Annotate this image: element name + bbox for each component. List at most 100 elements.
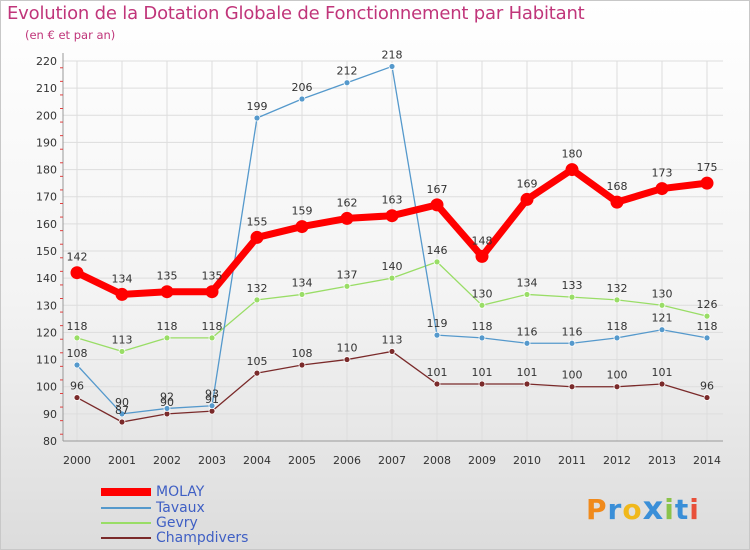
point-gevry <box>73 334 81 342</box>
x-tick-label: 2007 <box>378 454 406 467</box>
data-label-champdivers: 110 <box>337 342 358 355</box>
point-champdivers <box>73 394 81 401</box>
data-label-gevry: 113 <box>112 333 133 346</box>
legend-item-molay: MOLAY <box>101 484 204 500</box>
data-label-champdivers: 101 <box>652 366 673 379</box>
legend-swatch-champdivers <box>101 537 151 539</box>
x-tick-label: 2014 <box>693 454 721 467</box>
data-label-tavaux: 118 <box>607 320 628 333</box>
data-label-champdivers: 108 <box>292 347 313 360</box>
data-label-molay: 135 <box>202 270 223 283</box>
x-tick-label: 2006 <box>333 454 361 467</box>
point-molay <box>250 230 264 244</box>
point-champdivers <box>298 361 306 369</box>
legend-label-champdivers: Champdivers <box>156 530 249 546</box>
point-champdivers <box>433 380 441 388</box>
point-molay <box>655 182 669 196</box>
point-tavaux <box>163 405 171 412</box>
data-label-molay: 169 <box>517 177 538 190</box>
point-molay <box>160 285 174 299</box>
x-tick-label: 2012 <box>603 454 631 467</box>
point-molay <box>205 285 219 299</box>
data-label-gevry: 118 <box>202 320 223 333</box>
y-tick-label: 100 <box>36 381 57 394</box>
y-tick-label: 140 <box>36 272 57 285</box>
proxiti-logo: Proxiti <box>586 489 700 527</box>
point-molay <box>610 195 624 209</box>
point-tavaux <box>388 63 396 70</box>
x-tick-label: 2013 <box>648 454 676 467</box>
point-gevry <box>478 301 486 309</box>
logo-letter: i <box>689 493 700 526</box>
data-label-champdivers: 101 <box>472 366 493 379</box>
data-label-gevry: 134 <box>517 276 538 289</box>
data-label-tavaux: 199 <box>247 100 268 113</box>
data-label-champdivers: 100 <box>607 369 628 382</box>
data-label-champdivers: 101 <box>427 366 448 379</box>
logo-letter: x <box>642 489 665 527</box>
legend-item-champdivers: Champdivers <box>101 530 248 546</box>
logo-letter: t <box>674 493 690 526</box>
point-champdivers <box>568 383 576 391</box>
series-lines <box>70 63 714 426</box>
point-champdivers <box>253 369 261 377</box>
data-label-gevry: 130 <box>472 287 493 300</box>
point-tavaux <box>523 339 531 347</box>
data-label-champdivers: 113 <box>382 333 403 346</box>
point-gevry <box>523 291 531 298</box>
data-label-gevry: 133 <box>562 279 583 292</box>
data-label-molay: 134 <box>112 272 133 285</box>
logo-letter: r <box>607 493 623 526</box>
chart-title: Evolution de la Dotation Globale de Fonc… <box>7 3 585 24</box>
y-tick-label: 130 <box>36 299 57 312</box>
data-label-tavaux: 218 <box>382 48 403 61</box>
point-champdivers <box>523 380 531 388</box>
point-molay <box>520 192 534 206</box>
point-champdivers <box>478 380 486 388</box>
data-label-molay: 135 <box>157 270 178 283</box>
y-tick-label: 120 <box>36 326 57 339</box>
data-label-molay: 180 <box>562 148 583 161</box>
data-label-champdivers: 96 <box>70 380 84 393</box>
data-label-champdivers: 91 <box>205 393 219 406</box>
data-label-molay: 142 <box>67 251 88 264</box>
point-gevry <box>118 348 126 355</box>
data-label-champdivers: 101 <box>517 366 538 379</box>
data-label-champdivers: 100 <box>562 369 583 382</box>
data-label-tavaux: 206 <box>292 81 313 94</box>
point-molay <box>115 287 129 301</box>
point-champdivers <box>343 356 351 363</box>
data-label-gevry: 140 <box>382 260 403 273</box>
y-tick-label: 160 <box>36 218 57 231</box>
y-tick-label: 80 <box>43 435 57 448</box>
point-tavaux <box>298 95 306 103</box>
data-label-gevry: 118 <box>67 320 88 333</box>
point-gevry <box>433 258 441 266</box>
data-label-tavaux: 108 <box>67 347 88 360</box>
axes: 8090100110120130140150160170180190200210… <box>36 53 723 467</box>
point-tavaux <box>253 114 261 122</box>
point-gevry <box>343 282 351 290</box>
point-gevry <box>163 334 171 342</box>
logo-letter: i <box>664 493 675 526</box>
point-tavaux <box>613 334 621 342</box>
x-tick-label: 2009 <box>468 454 496 467</box>
data-label-molay: 159 <box>292 205 313 218</box>
point-tavaux <box>703 334 711 342</box>
point-tavaux <box>433 331 441 339</box>
point-champdivers <box>703 394 711 401</box>
legend-item-gevry: Gevry <box>101 515 198 531</box>
y-tick-label: 210 <box>36 82 57 95</box>
y-tick-label: 110 <box>36 354 57 367</box>
data-label-champdivers: 90 <box>160 396 174 409</box>
point-gevry <box>703 312 711 320</box>
point-molay <box>565 163 579 177</box>
data-label-tavaux: 93 <box>205 388 219 401</box>
chart-subtitle: (en € et par an) <box>25 28 116 42</box>
y-tick-label: 200 <box>36 109 57 122</box>
point-molay <box>430 198 444 212</box>
data-label-tavaux: 118 <box>472 320 493 333</box>
